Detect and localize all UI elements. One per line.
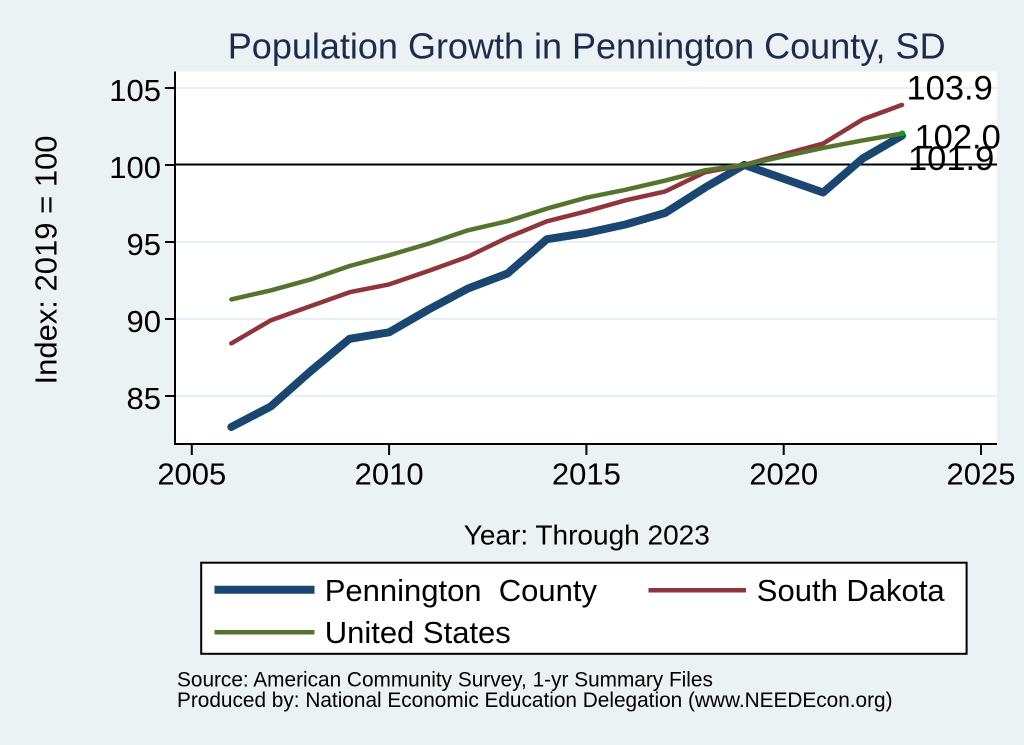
svg-text:101.9: 101.9 (908, 140, 994, 178)
svg-text:South Dakota: South Dakota (757, 573, 946, 608)
svg-text:2010: 2010 (355, 456, 424, 491)
svg-text:2005: 2005 (157, 456, 226, 491)
svg-text:2015: 2015 (552, 456, 621, 491)
svg-text:105: 105 (109, 73, 161, 108)
svg-text:Population Growth in Penningto: Population Growth in Pennington County, … (228, 26, 946, 67)
svg-text:Produced by: National Economic: Produced by: National Economic Education… (177, 689, 893, 712)
svg-text:85: 85 (127, 381, 161, 416)
svg-text:Source: American Community Sur: Source: American Community Survey, 1-yr … (177, 669, 713, 692)
svg-text:103.9: 103.9 (907, 70, 993, 108)
svg-text:95: 95 (127, 227, 161, 262)
svg-text:Index: 2019 = 100: Index: 2019 = 100 (29, 135, 64, 384)
svg-text:2025: 2025 (947, 456, 1016, 491)
svg-text:90: 90 (127, 304, 161, 339)
svg-text:100: 100 (109, 150, 161, 185)
svg-text:Year: Through 2023: Year: Through 2023 (464, 520, 710, 551)
svg-text:102.0: 102.0 (915, 118, 1001, 156)
svg-text:Pennington County: Pennington County (325, 573, 598, 608)
svg-text:United States: United States (325, 615, 511, 650)
svg-text:2020: 2020 (749, 456, 818, 491)
